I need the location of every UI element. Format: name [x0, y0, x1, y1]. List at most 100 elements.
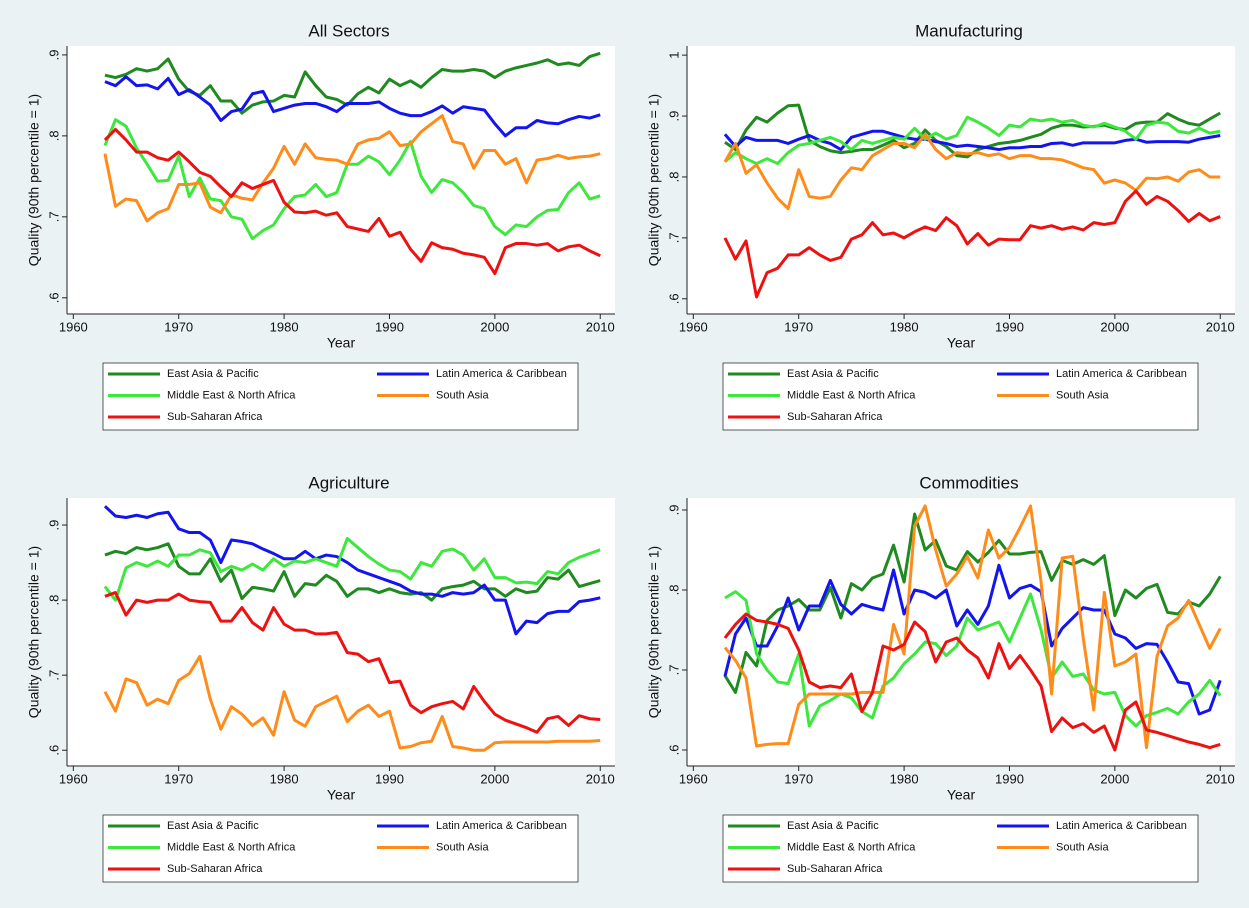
legend: East Asia & Pacific Latin America & Carib… [722, 362, 1199, 431]
x-tick-label: 1960 [679, 319, 708, 334]
x-tick-label: 1960 [59, 771, 88, 786]
panel: Manufacturing .6 .7 .8 .9 1 1960 1970 1980 1990 20… [646, 21, 1235, 431]
series-line [103, 537, 601, 602]
x-axis-title: Year [327, 335, 356, 351]
legend-box [722, 362, 1199, 431]
y-tick-label: .9 [46, 520, 61, 531]
x-tick-label: 1960 [679, 771, 708, 786]
series-line [723, 129, 1221, 152]
legend-label: Latin America & Caribbean [436, 820, 567, 832]
series-line [723, 115, 1221, 166]
x-tick-label: 2000 [480, 319, 509, 334]
y-tick-label: .8 [666, 585, 681, 596]
x-tick-label: 2010 [1206, 771, 1235, 786]
series-line [104, 591, 601, 734]
legend-label: Sub-Saharan Africa [787, 863, 883, 875]
y-axis-title: Quality (90th percentile = 1) [26, 546, 42, 718]
y-axis-title: Quality (90th percentile = 1) [26, 94, 42, 266]
series-line [723, 504, 1222, 750]
series-line [103, 118, 601, 241]
legend: East Asia & Pacific Latin America & Carib… [102, 362, 579, 431]
y-tick-label: .6 [46, 745, 61, 756]
y-tick-label: .7 [666, 665, 681, 676]
y-tick-label: .7 [666, 232, 681, 243]
y-tick-label: .9 [46, 49, 61, 60]
chart-title: Agriculture [308, 473, 389, 492]
legend-label: East Asia & Pacific [167, 368, 259, 380]
legend-box [102, 814, 579, 883]
x-tick-label: 2000 [1100, 771, 1129, 786]
legend-label: Middle East & North Africa [787, 389, 916, 401]
x-tick-label: 2000 [480, 771, 509, 786]
series-line [103, 654, 601, 752]
legend-label: Middle East & North Africa [787, 841, 916, 853]
y-tick-label: .8 [666, 172, 681, 183]
x-tick-label: 1980 [270, 319, 299, 334]
x-axis-title: Year [947, 335, 976, 351]
legend-box [102, 362, 579, 431]
x-tick-label: 1980 [890, 319, 919, 334]
legend-label: Middle East & North Africa [167, 389, 296, 401]
chart-title: Manufacturing [915, 21, 1023, 40]
x-tick-label: 1970 [164, 771, 193, 786]
series-line [104, 75, 601, 138]
series-line [103, 114, 601, 223]
y-tick-label: .7 [46, 670, 61, 681]
x-tick-label: 1990 [375, 319, 404, 334]
series-line [723, 563, 1222, 716]
series-line [103, 505, 601, 636]
series-line [723, 612, 1221, 752]
legend-label: East Asia & Pacific [167, 820, 259, 832]
y-tick-label: .9 [666, 111, 681, 122]
legend-label: Sub-Saharan Africa [787, 411, 883, 423]
legend-label: East Asia & Pacific [787, 820, 879, 832]
y-tick-label: .6 [46, 292, 61, 303]
legend-label: Latin America & Caribbean [1056, 820, 1187, 832]
y-axis-title: Quality (90th percentile = 1) [646, 546, 662, 718]
x-tick-label: 1990 [995, 771, 1024, 786]
legend-label: Latin America & Caribbean [1056, 368, 1187, 380]
series-line [723, 132, 1221, 211]
y-tick-label: .7 [46, 211, 61, 222]
x-tick-label: 2000 [1100, 319, 1129, 334]
y-tick-label: .8 [46, 595, 61, 606]
y-tick-label: 1 [666, 52, 681, 59]
x-axis-title: Year [947, 787, 976, 803]
x-tick-label: 1980 [270, 771, 299, 786]
legend-label: East Asia & Pacific [787, 368, 879, 380]
series-line [104, 542, 601, 602]
y-tick-label: .6 [666, 745, 681, 756]
y-tick-label: .8 [46, 130, 61, 141]
x-tick-label: 2010 [1206, 319, 1235, 334]
x-tick-label: 1990 [995, 319, 1024, 334]
legend-label: South Asia [436, 841, 489, 853]
series-line [724, 590, 1222, 728]
legend-label: Latin America & Caribbean [436, 368, 567, 380]
legend: East Asia & Pacific Latin America & Carib… [722, 814, 1199, 883]
legend-box [722, 814, 1199, 883]
panel: All Sectors .6 .7 .8 .9 1960 1970 1980 1990 2000 2… [26, 21, 615, 431]
x-tick-label: 1970 [784, 319, 813, 334]
plot-area [67, 498, 615, 766]
legend-label: South Asia [1056, 389, 1109, 401]
y-tick-label: .6 [666, 293, 681, 304]
y-tick-label: .9 [666, 505, 681, 516]
x-tick-label: 1970 [784, 771, 813, 786]
x-tick-label: 2010 [586, 771, 615, 786]
series-line [103, 127, 601, 276]
x-tick-label: 1980 [890, 771, 919, 786]
legend-label: South Asia [436, 389, 489, 401]
x-tick-label: 1960 [59, 319, 88, 334]
x-tick-label: 2010 [586, 319, 615, 334]
chart-title: Commodities [919, 473, 1018, 492]
legend-label: South Asia [1056, 841, 1109, 853]
series-line [723, 189, 1221, 299]
legend-label: Sub-Saharan Africa [167, 411, 263, 423]
legend-label: Middle East & North Africa [167, 841, 296, 853]
x-axis-title: Year [327, 787, 356, 803]
panel: Agriculture .6 .7 .8 .9 1960 1970 1980 1990 2000 2… [26, 473, 615, 883]
legend-label: Sub-Saharan Africa [167, 863, 263, 875]
panel: Commodities .6 .7 .8 .9 1960 1970 1980 1990 2000 2… [646, 473, 1235, 883]
